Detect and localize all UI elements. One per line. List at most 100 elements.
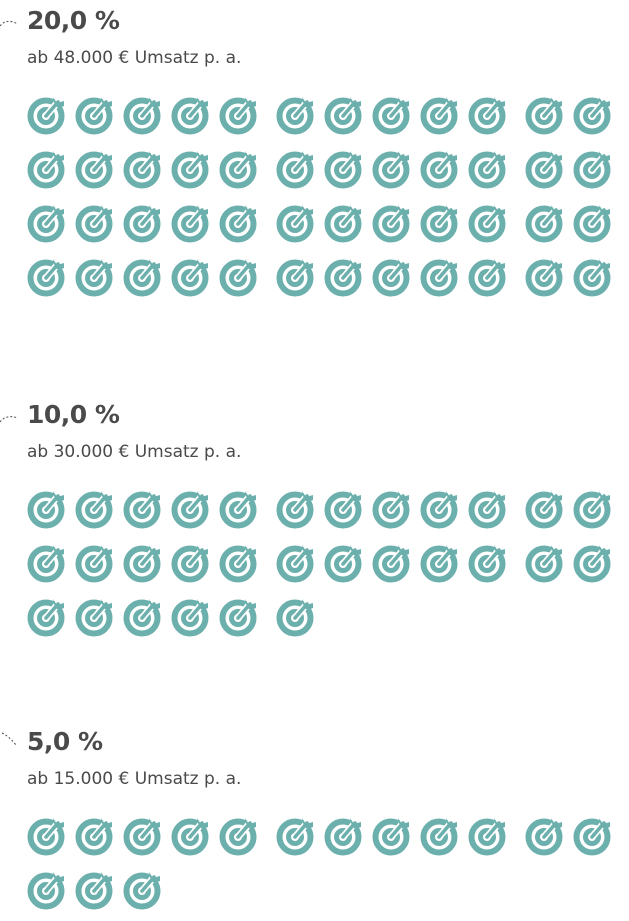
target-icon — [420, 146, 460, 190]
target-icon — [573, 254, 613, 298]
target-icon — [525, 146, 565, 190]
target-icon — [219, 92, 259, 136]
icon-row — [27, 813, 621, 857]
target-icon — [324, 146, 364, 190]
tier-threshold: ab 15.000 € Umsatz p. a. — [27, 769, 242, 789]
target-icon — [123, 92, 163, 136]
icon-row — [27, 540, 621, 584]
target-icon — [420, 540, 460, 584]
tier-threshold: ab 30.000 € Umsatz p. a. — [27, 442, 242, 462]
target-icon — [525, 200, 565, 244]
target-icon — [324, 813, 364, 857]
icon-grid — [27, 486, 621, 648]
target-icon — [171, 200, 211, 244]
target-icon — [27, 486, 67, 530]
target-icon — [75, 813, 115, 857]
target-icon — [525, 92, 565, 136]
target-icon — [276, 92, 316, 136]
target-icon — [525, 254, 565, 298]
target-icon — [171, 813, 211, 857]
target-icon — [75, 254, 115, 298]
target-icon — [171, 540, 211, 584]
target-icon — [171, 594, 211, 638]
connector-dots — [0, 731, 22, 751]
target-icon — [123, 867, 163, 911]
target-icon — [324, 92, 364, 136]
target-icon — [372, 813, 412, 857]
target-icon — [420, 92, 460, 136]
target-icon — [123, 254, 163, 298]
target-icon — [276, 540, 316, 584]
target-icon — [420, 813, 460, 857]
target-icon — [123, 594, 163, 638]
target-icon — [219, 486, 259, 530]
target-icon — [573, 813, 613, 857]
target-icon — [573, 146, 613, 190]
icon-row — [27, 254, 621, 298]
target-icon — [420, 486, 460, 530]
target-icon — [123, 486, 163, 530]
icon-row — [27, 146, 621, 190]
target-icon — [525, 540, 565, 584]
target-icon — [420, 200, 460, 244]
target-icon — [468, 200, 508, 244]
connector-dots — [0, 10, 22, 30]
icon-row — [27, 92, 621, 136]
target-icon — [372, 540, 412, 584]
icon-row — [27, 867, 621, 911]
target-icon — [420, 254, 460, 298]
target-icon — [468, 146, 508, 190]
icon-grid — [27, 92, 621, 308]
target-icon — [219, 813, 259, 857]
target-icon — [372, 200, 412, 244]
target-icon — [468, 813, 508, 857]
target-icon — [171, 254, 211, 298]
target-icon — [75, 486, 115, 530]
target-icon — [219, 540, 259, 584]
target-icon — [27, 254, 67, 298]
target-icon — [468, 92, 508, 136]
target-icon — [27, 813, 67, 857]
icon-row — [27, 200, 621, 244]
icon-grid — [27, 813, 621, 921]
tier-threshold: ab 48.000 € Umsatz p. a. — [27, 48, 242, 68]
target-icon — [276, 200, 316, 244]
target-icon — [573, 92, 613, 136]
target-icon — [27, 540, 67, 584]
target-icon — [324, 200, 364, 244]
target-icon — [372, 146, 412, 190]
target-icon — [123, 146, 163, 190]
target-icon — [324, 254, 364, 298]
target-icon — [219, 254, 259, 298]
target-icon — [573, 540, 613, 584]
target-icon — [219, 200, 259, 244]
target-icon — [27, 867, 67, 911]
target-icon — [75, 200, 115, 244]
target-icon — [525, 486, 565, 530]
target-icon — [27, 594, 67, 638]
target-icon — [468, 540, 508, 584]
target-icon — [573, 486, 613, 530]
tier-percent: 5,0 % — [27, 727, 103, 756]
target-icon — [276, 486, 316, 530]
tier-percent: 10,0 % — [27, 400, 120, 429]
target-icon — [75, 867, 115, 911]
target-icon — [123, 540, 163, 584]
target-icon — [27, 146, 67, 190]
target-icon — [468, 254, 508, 298]
target-icon — [27, 92, 67, 136]
target-icon — [276, 594, 316, 638]
icon-row — [27, 486, 621, 530]
target-icon — [324, 540, 364, 584]
target-icon — [219, 594, 259, 638]
target-icon — [276, 813, 316, 857]
target-icon — [468, 486, 508, 530]
target-icon — [27, 200, 67, 244]
target-icon — [372, 92, 412, 136]
target-icon — [75, 594, 115, 638]
target-icon — [123, 200, 163, 244]
target-icon — [171, 486, 211, 530]
target-icon — [573, 200, 613, 244]
target-icon — [276, 146, 316, 190]
target-icon — [372, 254, 412, 298]
